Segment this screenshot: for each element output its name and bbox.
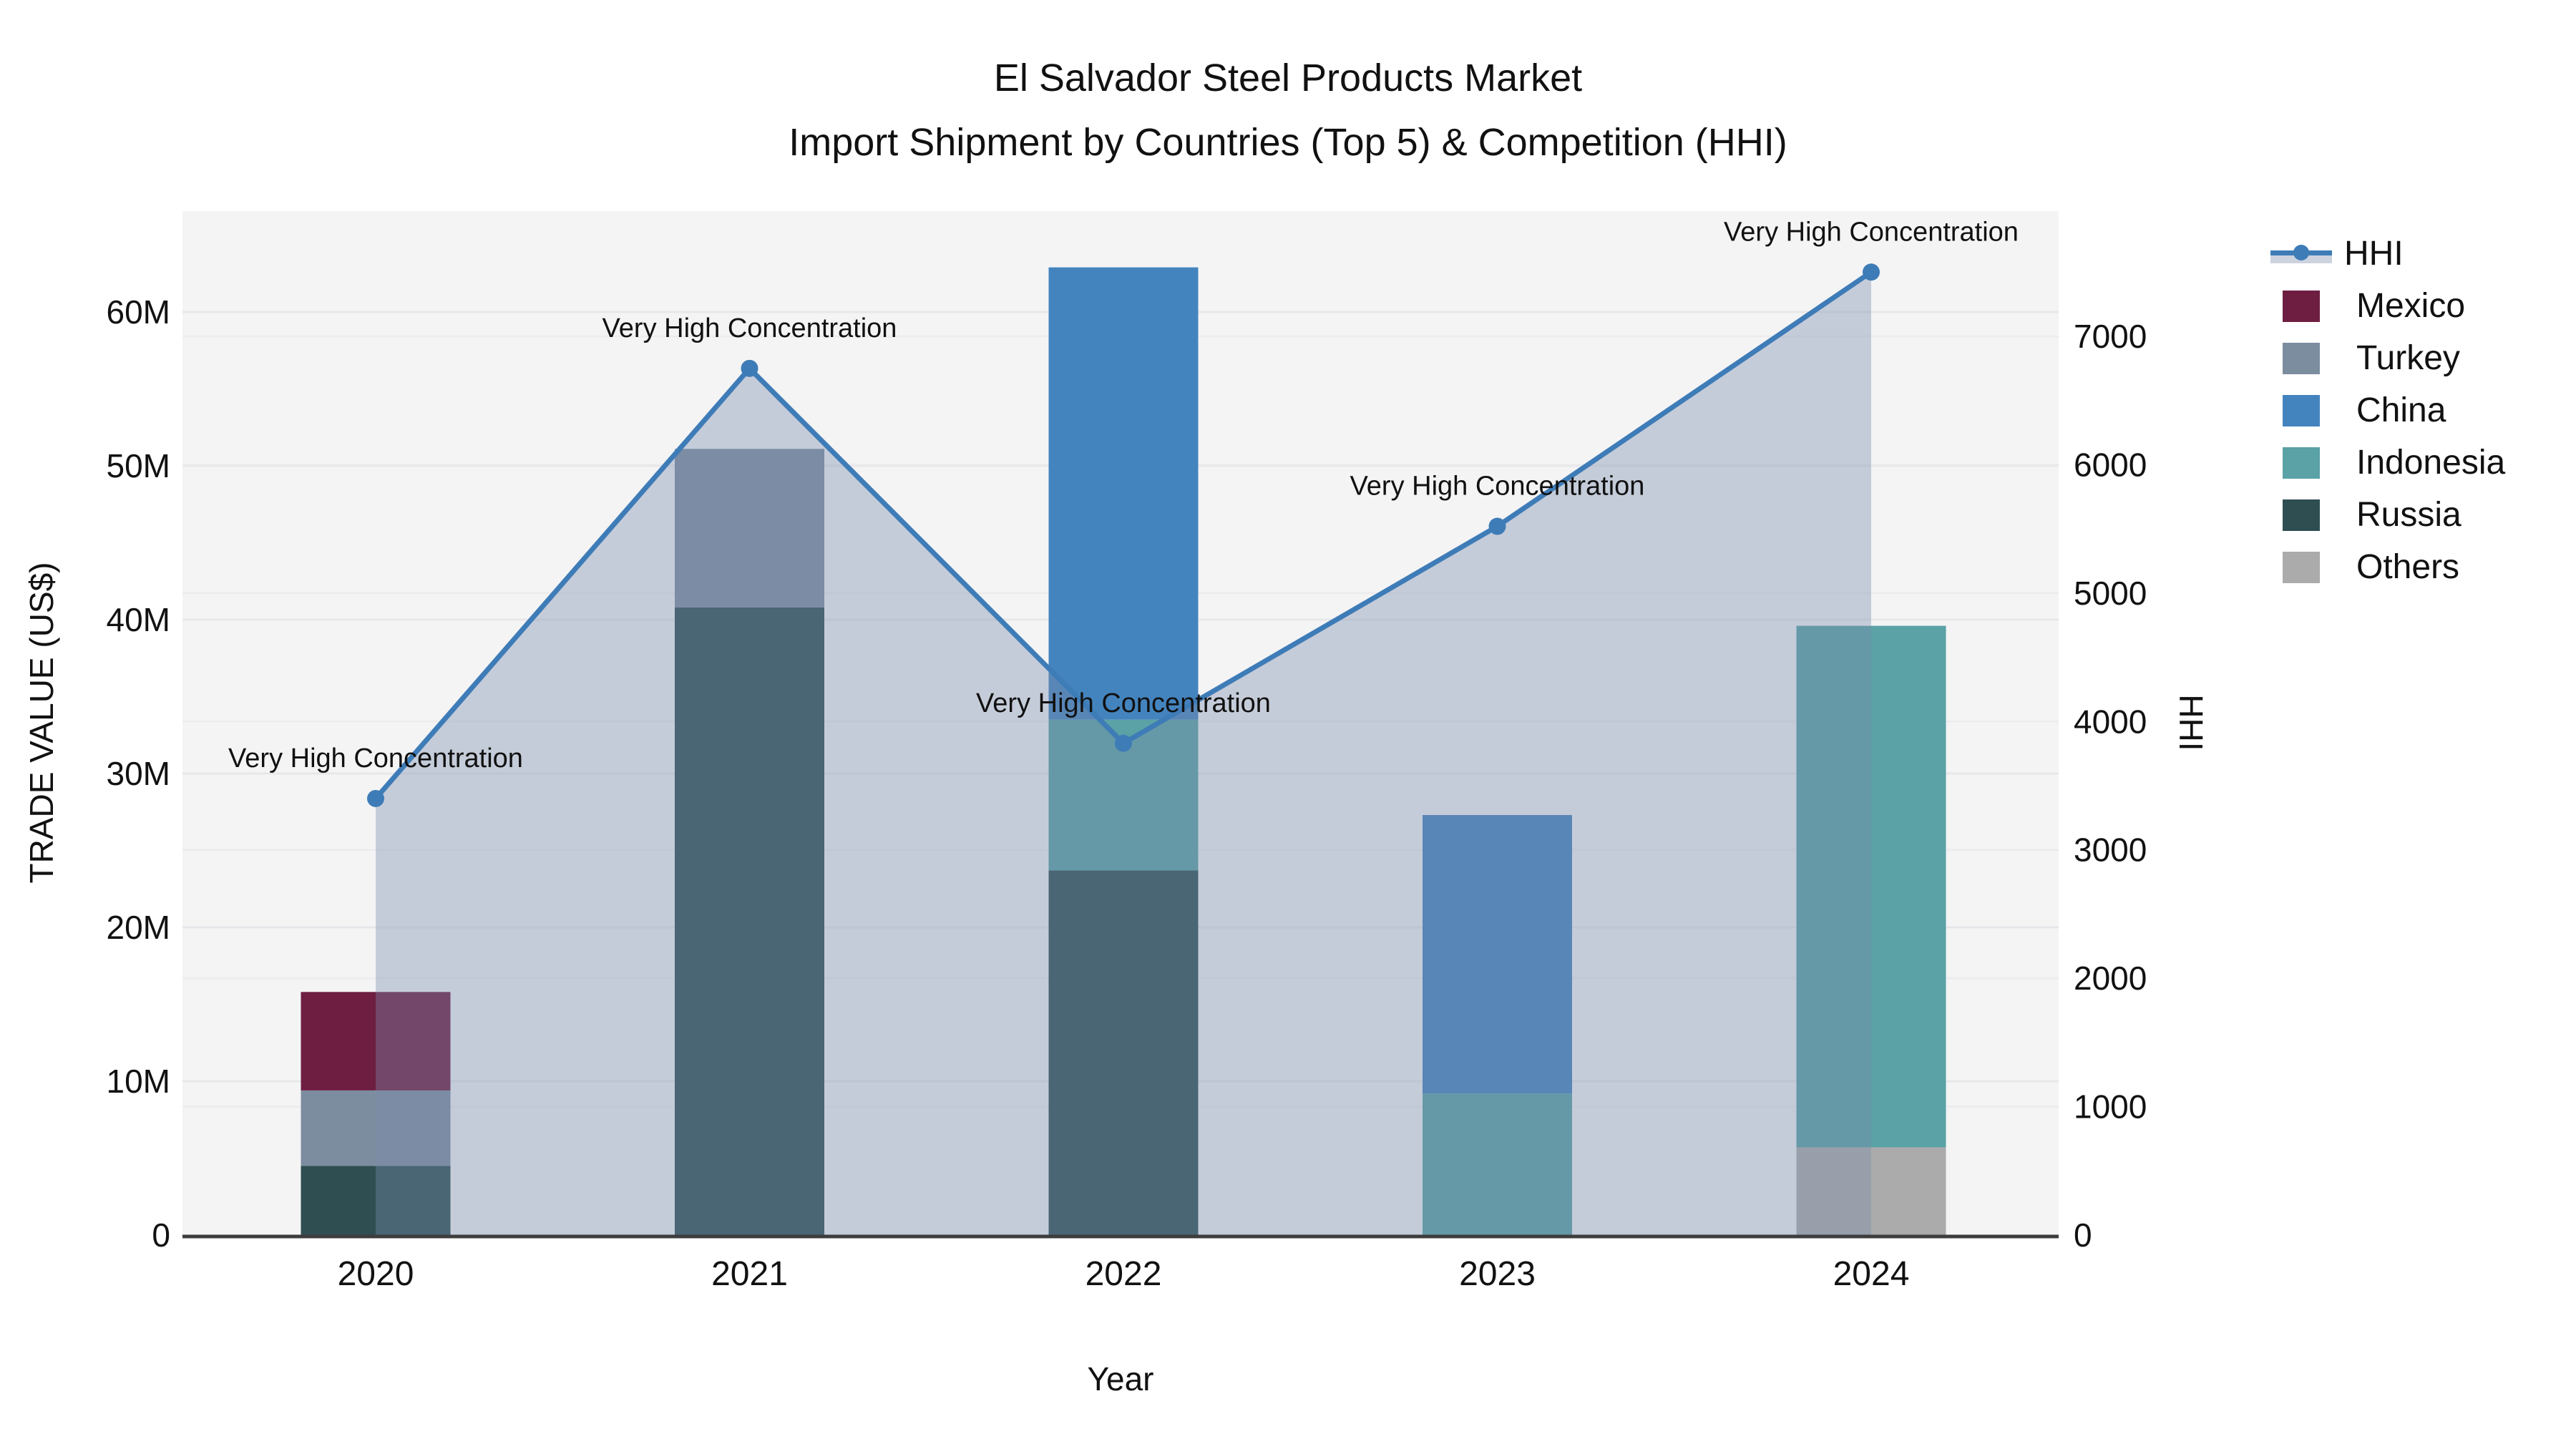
legend-label: Mexico <box>2356 287 2466 325</box>
annotation-2024: Very High Concentration <box>1724 217 2019 247</box>
annotation-2023: Very High Concentration <box>1350 472 1645 502</box>
bar-segment-mexico-2020[interactable] <box>301 992 451 1091</box>
legend-swatch-others <box>2283 551 2320 583</box>
chart-title: El Salvador Steel Products Market <box>993 57 1583 99</box>
legend-item-turkey[interactable]: Turkey <box>2283 332 2505 384</box>
bar-segment-others-2024[interactable] <box>1796 1147 1946 1235</box>
legend-item-mexico[interactable]: Mexico <box>2283 280 2505 332</box>
x-tick-2021[interactable]: 2021 <box>711 1255 788 1293</box>
y-right-tick: 5000 <box>2074 575 2147 612</box>
x-tick-2024[interactable]: 2024 <box>1833 1255 1910 1293</box>
annotation-2020: Very High Concentration <box>228 743 523 774</box>
bar-segment-turkey-2020[interactable] <box>301 1090 451 1166</box>
hhi-marker-2024[interactable] <box>1863 263 1880 281</box>
y-left-tick: 0 <box>152 1216 170 1254</box>
bar-segment-indonesia-2024[interactable] <box>1796 625 1946 1148</box>
legend-item-russia[interactable]: Russia <box>2283 489 2505 541</box>
legend-item-china[interactable]: China <box>2283 384 2505 436</box>
x-tick-2023[interactable]: 2023 <box>1459 1255 1536 1293</box>
legend-swatch-russia <box>2283 499 2320 531</box>
bar-2020 <box>301 992 451 1235</box>
bar-2021 <box>675 449 824 1235</box>
hhi-line-icon <box>2270 244 2332 263</box>
y-right-tick: 2000 <box>2074 960 2147 997</box>
y-left-tick: 40M <box>107 601 170 638</box>
y-left-tick: 30M <box>107 755 170 792</box>
bar-segment-russia-2022[interactable] <box>1048 870 1199 1235</box>
x-axis-title: Year <box>1087 1360 1154 1397</box>
y-left-tick: 20M <box>107 909 170 946</box>
y-right-tick: 0 <box>2074 1216 2092 1254</box>
x-tick-2022[interactable]: 2022 <box>1085 1255 1162 1293</box>
legend-label: Others <box>2356 548 2460 586</box>
legend-swatch-indonesia <box>2283 447 2320 479</box>
legend: HHI Mexico Turkey China Indonesia Russia Other… <box>2270 228 2505 593</box>
bar-segment-turkey-2021[interactable] <box>675 449 824 608</box>
legend-swatch-mexico <box>2283 290 2320 322</box>
legend-swatch-turkey <box>2283 342 2320 374</box>
legend-label: HHI <box>2344 235 2404 273</box>
y-right-tick: 1000 <box>2074 1088 2147 1126</box>
hhi-marker-2022[interactable] <box>1115 734 1132 752</box>
y-left-axis-title: TRADE VALUE (US$) <box>23 562 60 884</box>
hhi-marker-2020[interactable] <box>367 789 384 807</box>
hhi-area <box>376 272 1871 1235</box>
bar-segment-indonesia-2023[interactable] <box>1423 1093 1572 1235</box>
legend-label: Indonesia <box>2356 444 2506 482</box>
hhi-marker-2023[interactable] <box>1488 517 1506 535</box>
legend-label: China <box>2356 391 2446 429</box>
y-left-tick: 60M <box>107 293 170 331</box>
hhi-marker-2021[interactable] <box>741 359 758 377</box>
y-right-axis-title: HHI <box>2172 694 2210 751</box>
legend-item-indonesia[interactable]: Indonesia <box>2283 436 2505 489</box>
annotation-2022: Very High Concentration <box>976 688 1271 718</box>
bar-segment-china-2023[interactable] <box>1423 815 1572 1094</box>
bar-segment-russia-2020[interactable] <box>301 1166 451 1235</box>
legend-label: Russia <box>2356 496 2462 534</box>
y-left-tick: 10M <box>107 1063 170 1100</box>
chart-subtitle: Import Shipment by Countries (Top 5) & C… <box>789 121 1787 164</box>
bar-segment-russia-2021[interactable] <box>675 607 824 1235</box>
legend-swatch-china <box>2283 394 2320 426</box>
y-left-tick: 50M <box>107 447 170 484</box>
y-right-tick: 4000 <box>2074 703 2147 740</box>
x-tick-2020[interactable]: 2020 <box>338 1255 414 1293</box>
bar-segment-china-2022[interactable] <box>1048 267 1199 720</box>
bar-2023 <box>1423 815 1572 1235</box>
annotation-2021: Very High Concentration <box>602 313 897 343</box>
y-right-tick: 7000 <box>2074 318 2147 355</box>
legend-label: Turkey <box>2356 339 2460 377</box>
y-right-tick: 6000 <box>2074 446 2147 483</box>
bar-2022 <box>1048 267 1199 1235</box>
legend-item-hhi[interactable]: HHI <box>2270 228 2505 280</box>
bar-2024 <box>1796 625 1946 1235</box>
legend-item-others[interactable]: Others <box>2283 541 2505 593</box>
y-right-tick: 3000 <box>2074 831 2147 869</box>
